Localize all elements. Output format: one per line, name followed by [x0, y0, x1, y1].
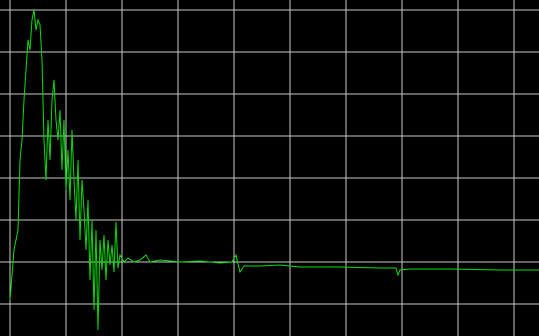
signal-line	[9, 9, 539, 331]
